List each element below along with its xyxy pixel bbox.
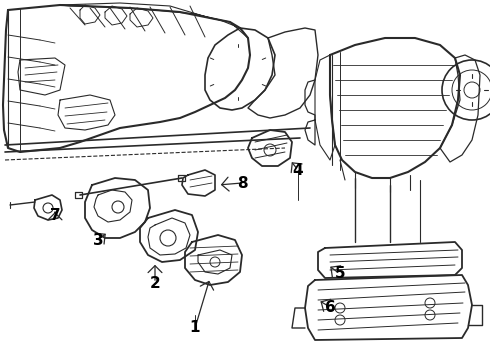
Text: 3: 3 <box>93 233 103 248</box>
Text: 6: 6 <box>324 300 335 315</box>
Text: 8: 8 <box>237 176 247 190</box>
Text: 2: 2 <box>149 275 160 291</box>
Text: 1: 1 <box>190 320 200 336</box>
Text: 5: 5 <box>335 266 345 282</box>
Text: 4: 4 <box>293 162 303 177</box>
Text: 7: 7 <box>49 207 60 222</box>
